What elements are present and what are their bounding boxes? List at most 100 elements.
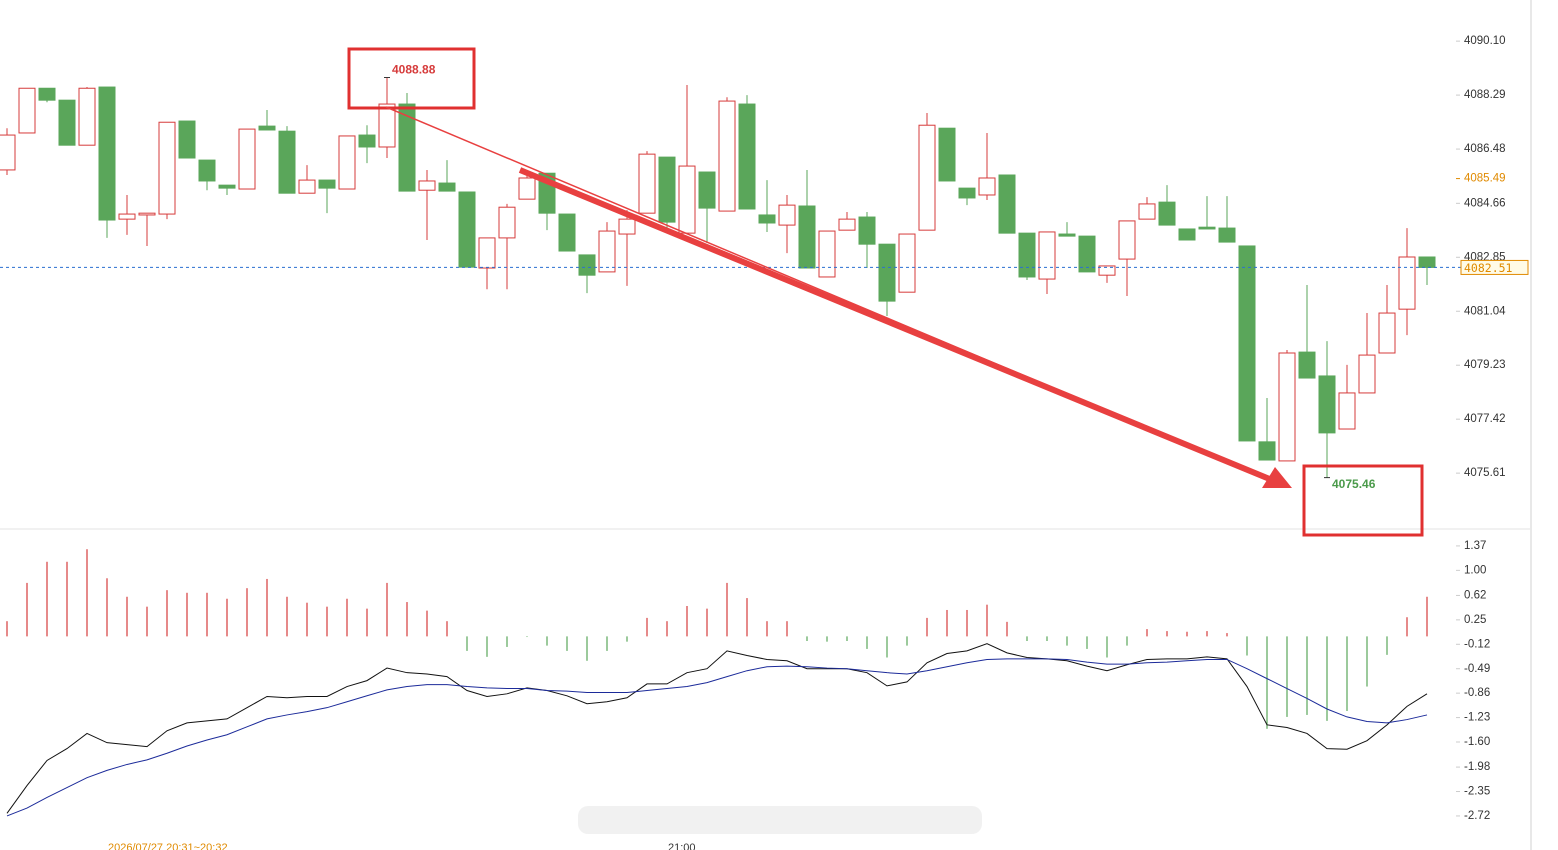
candle-body <box>838 218 856 231</box>
high-label: 4088.88 <box>392 63 436 77</box>
candle-body <box>858 216 876 245</box>
candle-body <box>1138 203 1156 220</box>
candle-body <box>478 237 496 269</box>
candle-body <box>1238 245 1256 442</box>
last-price-box <box>1460 259 1529 275</box>
y-tick-label: -0.49 <box>1464 663 1490 675</box>
candle-body <box>1298 351 1316 379</box>
candle-body <box>978 177 996 196</box>
candle-body <box>1058 233 1076 237</box>
y-tick-label: 4084.66 <box>1464 197 1506 209</box>
candle-body <box>778 204 796 226</box>
trend-arrow <box>518 167 1274 483</box>
candle-body <box>1218 227 1236 243</box>
arrow-head <box>1262 467 1292 488</box>
candle-body <box>178 120 196 159</box>
candle-body <box>758 214 776 224</box>
last-price-label: 4082.51 <box>1464 261 1513 275</box>
candle-body <box>558 213 576 252</box>
candle-body <box>698 171 716 209</box>
candle-body <box>638 153 656 214</box>
candle-body <box>738 103 756 210</box>
candle-body <box>378 103 396 148</box>
candle-body <box>1098 265 1116 276</box>
candle-body <box>818 230 836 278</box>
candle-body <box>1278 352 1296 462</box>
candle-body <box>438 182 456 192</box>
candle-body <box>898 233 916 293</box>
ref-price-label: 4085.49 <box>1464 173 1506 185</box>
y-tick-label: 4086.48 <box>1464 143 1506 155</box>
low-box <box>1302 464 1424 537</box>
candle-body <box>98 86 116 221</box>
candle-body <box>38 87 56 101</box>
candle-body <box>258 125 276 131</box>
candle-body <box>318 179 336 189</box>
candle-body <box>1398 256 1416 310</box>
candle-body <box>598 230 616 273</box>
y-tick-label: -2.72 <box>1464 810 1490 822</box>
candle-body <box>1258 441 1276 461</box>
candle-body <box>1178 228 1196 241</box>
y-tick-label: 4079.23 <box>1464 359 1506 371</box>
candle-body <box>1338 392 1356 430</box>
y-tick-label: 1.37 <box>1464 540 1486 552</box>
marks: 4090.104088.294086.484084.664082.854081.… <box>0 35 1530 822</box>
candle-body <box>278 130 296 194</box>
candle-body <box>958 187 976 199</box>
candle-body <box>1018 232 1036 278</box>
y-tick-label: -1.98 <box>1464 761 1490 773</box>
y-tick-label: -0.86 <box>1464 687 1490 699</box>
candle-body <box>458 191 476 268</box>
candle-body <box>1118 220 1136 260</box>
candle-body <box>1158 201 1176 226</box>
y-tick-label: 4075.61 <box>1464 467 1506 479</box>
candle-body <box>938 127 956 182</box>
candle-body <box>1038 231 1056 280</box>
candle-body <box>498 206 516 239</box>
y-tick-label: 4081.04 <box>1464 305 1506 317</box>
candle-body <box>918 124 936 231</box>
candle-body <box>1198 226 1216 230</box>
candle-body <box>718 100 736 212</box>
y-tick-label: -1.23 <box>1464 712 1490 724</box>
y-tick-label: 4090.10 <box>1464 35 1506 47</box>
y-tick-label: 1.00 <box>1464 564 1486 576</box>
high-box <box>347 47 476 110</box>
candle-body <box>1358 354 1376 394</box>
low-label: 4075.46 <box>1332 477 1376 491</box>
time-label: 21:00 <box>668 842 696 850</box>
y-tick-label: 4077.42 <box>1464 413 1506 425</box>
candle-body <box>1418 256 1436 268</box>
candle-body <box>578 254 596 276</box>
candle-body <box>518 177 536 200</box>
y-tick-label: -2.35 <box>1464 786 1490 798</box>
candle-body <box>138 212 156 216</box>
candle-body <box>418 180 436 191</box>
watermark <box>578 806 982 834</box>
y-tick-label: -0.12 <box>1464 638 1490 650</box>
macd-line <box>6 658 1428 817</box>
candle-body <box>678 165 696 234</box>
candle-body <box>1078 235 1096 273</box>
candle-body <box>218 184 236 189</box>
candle-body <box>878 243 896 302</box>
candle-body <box>118 213 136 220</box>
candle-body <box>198 159 216 182</box>
candle-body <box>18 87 36 134</box>
y-tick-label: -1.60 <box>1464 736 1490 748</box>
date-range: 2026/07/27 20:31~20:32 <box>108 842 228 850</box>
candle-body <box>398 103 416 192</box>
candle-body <box>358 134 376 148</box>
candle-body <box>0 134 16 171</box>
macd-line <box>6 643 1428 814</box>
candle-body <box>658 156 676 223</box>
candle-body <box>78 87 96 146</box>
y-tick-label: 4088.29 <box>1464 89 1506 101</box>
candle-body <box>1378 312 1396 354</box>
candle-body <box>338 135 356 190</box>
candle-body <box>58 99 76 146</box>
candle-body <box>618 218 636 235</box>
candle-body <box>298 179 316 194</box>
